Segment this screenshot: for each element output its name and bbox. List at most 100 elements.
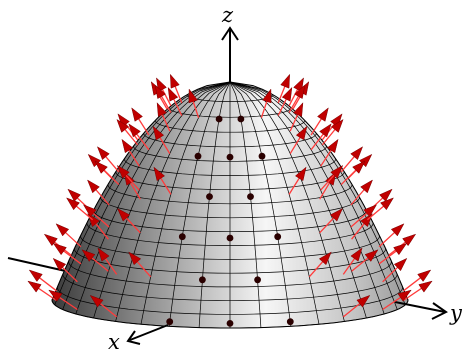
normal-vector-tip-dot (166, 318, 174, 326)
normal-vector-arrowhead (52, 242, 67, 256)
normal-vector-tip-dot (178, 233, 186, 241)
normal-vector-arrowhead (330, 118, 344, 133)
normal-vector-arrowhead (417, 269, 432, 282)
normal-vector-tip-dot (206, 193, 213, 201)
normal-vector-arrowhead (393, 242, 408, 256)
z-axis-label: z (221, 3, 234, 27)
normal-vector-arrowhead (94, 160, 108, 174)
normal-vector-arrowhead (81, 249, 96, 262)
normal-vector-tip-dot (215, 115, 223, 123)
normal-vector-arrowhead (153, 166, 166, 182)
normal-vector-tip-dot (199, 276, 206, 284)
normal-vector-arrowhead (28, 269, 43, 282)
normal-vector-arrowhead (170, 73, 180, 89)
surface-meridian-line (229, 81, 406, 306)
normal-vector-arrowhead (128, 123, 141, 138)
surface-meridian-line (229, 81, 398, 310)
surface-meridian-line (229, 81, 367, 319)
normal-vector-tip-dot (247, 193, 254, 201)
surface-meridian-line (229, 81, 345, 322)
surface-meridian-line (168, 81, 231, 327)
surface-meridian-line (229, 81, 320, 325)
normal-vector-arrowhead (352, 160, 366, 174)
normal-vector-arrowhead (66, 197, 80, 211)
x-axis-line (129, 324, 169, 341)
normal-vector-arrowhead (390, 223, 405, 237)
normal-vector-arrowhead (330, 164, 344, 179)
normal-vector-arrowhead (295, 125, 308, 141)
normal-vector-arrowhead (280, 73, 290, 89)
normal-vector-arrowhead (317, 107, 329, 122)
normal-vector-arrowhead (318, 251, 332, 266)
normal-vector-arrowhead (350, 146, 364, 161)
normal-vector-arrowhead (294, 84, 306, 99)
normal-vector-tip-dot (226, 234, 234, 242)
normal-vector-arrowhead (89, 294, 104, 308)
normal-vector-arrowhead (294, 166, 307, 182)
normal-vector-arrowhead (350, 247, 363, 262)
normal-vector-tip-dot (237, 115, 245, 123)
normal-vector-arrowhead (97, 247, 110, 262)
surface-meridian-line (51, 81, 231, 301)
surface-meridian-line (93, 81, 231, 319)
normal-vector-tip-dot (194, 152, 202, 160)
normal-vector-arrowhead (121, 138, 134, 154)
surface-meridian-line (229, 81, 262, 328)
normal-vector-arrowhead (262, 88, 272, 104)
normal-vector-arrowhead (117, 113, 130, 128)
normal-vector-arrowhead (128, 251, 142, 266)
normal-vector-arrowhead (116, 207, 131, 222)
normal-vector-arrowhead (188, 88, 198, 104)
normal-vector-arrowhead (52, 257, 67, 272)
normal-vector-arrowhead (87, 213, 100, 228)
y-axis-arrowhead (431, 302, 448, 320)
normal-vector-arrowhead (152, 125, 165, 141)
normal-vector-arrowhead (96, 146, 110, 161)
y-axis-front-segment (394, 301, 446, 313)
normal-vector-arrowhead (356, 294, 371, 308)
normal-vector-arrowhead (326, 138, 339, 154)
normal-vector-arrowhead (167, 86, 179, 102)
normal-vector-arrowhead (397, 289, 412, 302)
normal-vector-arrowhead (131, 107, 143, 122)
y-axis-label: y (449, 301, 463, 325)
normal-vector-arrowhead (393, 257, 408, 272)
surface-meridian-line (198, 81, 231, 328)
normal-vector-arrowhead (360, 213, 373, 228)
normal-vector-arrowhead (360, 179, 373, 194)
z-axis-arrowhead (221, 26, 239, 41)
normal-vector-arrowhead (27, 280, 42, 293)
normal-vector-arrowhead (330, 113, 343, 128)
surface-meridian-line (115, 81, 231, 322)
x-axis-arrowhead (126, 330, 141, 345)
normal-vector-tip-dot (274, 233, 282, 241)
normal-vector-arrowhead (380, 197, 394, 211)
normal-vector-arrowhead (48, 289, 63, 302)
normal-vector-arrowhead (329, 207, 344, 222)
normal-vector-arrowhead (293, 102, 304, 117)
normal-vector-arrowhead (82, 204, 97, 218)
normal-vector-arrowhead (363, 204, 378, 218)
normal-vector-arrowhead (402, 233, 417, 247)
normal-vector-arrowhead (116, 118, 130, 133)
normal-vector-arrowhead (87, 179, 100, 194)
normal-vector-tip-dot (226, 320, 234, 327)
surface-meridian-line (62, 81, 231, 310)
normal-vector-arrowhead (364, 249, 379, 262)
axes-front (126, 301, 448, 345)
surface-meridian-line (229, 81, 409, 301)
x-axis-label: x (108, 330, 120, 352)
normal-vector-tip-dot (258, 152, 266, 160)
normal-vector-arrowhead (116, 164, 130, 179)
normal-vector-arrowhead (43, 233, 58, 247)
surface-meridian-line (229, 81, 292, 327)
normal-vector-field (27, 73, 433, 327)
normal-vector-arrowhead (379, 188, 393, 202)
normal-vector-tip-dot (226, 153, 234, 161)
normal-vector-tip-dot (286, 318, 294, 326)
normal-vector-arrowhead (55, 223, 70, 237)
normal-vector-arrowhead (67, 188, 81, 202)
normal-vector-arrowhead (156, 102, 167, 117)
normal-vector-arrowhead (418, 280, 433, 293)
